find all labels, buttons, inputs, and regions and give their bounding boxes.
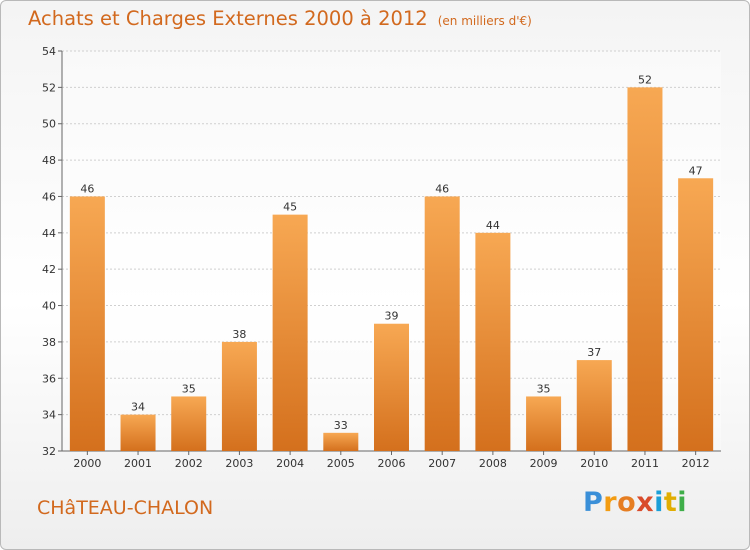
logo-letter: i xyxy=(654,487,664,518)
data-label: 45 xyxy=(283,201,297,214)
x-tick-label: 2001 xyxy=(124,457,152,470)
logo-letter: i xyxy=(677,487,688,518)
bar xyxy=(627,87,663,451)
unit-note: (en milliers d'€) xyxy=(437,14,532,28)
bar xyxy=(678,178,714,452)
data-label: 33 xyxy=(334,419,348,432)
y-tick-label: 40 xyxy=(42,300,56,313)
data-label: 46 xyxy=(80,182,94,195)
y-tick-label: 38 xyxy=(42,336,56,349)
logo-letter: t xyxy=(663,487,678,518)
bar xyxy=(526,396,562,451)
logo-letter: P xyxy=(583,487,604,518)
y-tick-label: 44 xyxy=(42,227,56,240)
bar xyxy=(171,396,207,451)
x-tick-label: 2004 xyxy=(276,457,304,470)
x-tick-label: 2011 xyxy=(631,457,659,470)
bar xyxy=(120,414,156,451)
x-tick-label: 2003 xyxy=(225,457,253,470)
data-label: 38 xyxy=(232,328,246,341)
bar xyxy=(374,323,409,451)
y-tick-label: 52 xyxy=(42,81,56,94)
data-label: 37 xyxy=(587,346,601,359)
data-label: 35 xyxy=(182,382,196,395)
bar xyxy=(272,214,308,451)
logo-letter: r xyxy=(603,487,618,518)
logo-letter: x xyxy=(636,487,655,518)
y-tick-label: 32 xyxy=(42,445,56,458)
data-label: 44 xyxy=(486,219,500,232)
bar xyxy=(424,196,460,451)
x-tick-label: 2006 xyxy=(378,457,406,470)
x-tick-label: 2010 xyxy=(580,457,608,470)
bar xyxy=(576,360,612,451)
bar xyxy=(475,232,511,451)
y-tick-label: 34 xyxy=(42,409,56,422)
x-tick-label: 2005 xyxy=(327,457,355,470)
bar xyxy=(323,432,359,451)
y-tick-label: 46 xyxy=(42,190,56,203)
data-label: 52 xyxy=(638,73,652,86)
x-tick-label: 2002 xyxy=(175,457,203,470)
x-tick-label: 2007 xyxy=(428,457,456,470)
data-label: 39 xyxy=(385,310,399,323)
x-tick-label: 2008 xyxy=(479,457,507,470)
commune-name: CHâTEAU-CHALON xyxy=(37,497,214,519)
data-label: 34 xyxy=(131,401,145,414)
x-tick-label: 2000 xyxy=(73,457,101,470)
bar xyxy=(221,341,257,451)
bar xyxy=(69,196,105,451)
y-tick-label: 48 xyxy=(42,154,56,167)
data-label: 35 xyxy=(537,382,551,395)
chart-title: Achats et Charges Externes 2000 à 2012 (e… xyxy=(28,7,532,30)
logo-letter: o xyxy=(617,487,637,518)
y-tick-label: 42 xyxy=(42,263,56,276)
data-label: 47 xyxy=(689,164,703,177)
x-tick-label: 2009 xyxy=(530,457,558,470)
y-tick-label: 50 xyxy=(42,118,56,131)
y-tick-label: 54 xyxy=(42,45,56,58)
y-tick-label: 36 xyxy=(42,372,56,385)
proxiti-logo: Proxiti xyxy=(583,487,687,518)
data-label: 46 xyxy=(435,182,449,195)
x-tick-label: 2012 xyxy=(682,457,710,470)
